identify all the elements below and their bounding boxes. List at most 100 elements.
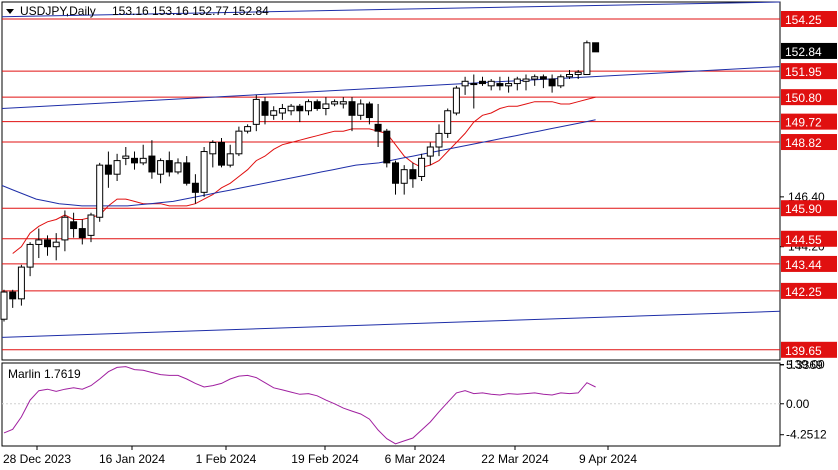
level-tag-label: 143.44	[785, 258, 822, 272]
candle-body	[270, 110, 278, 116]
candle-body	[148, 155, 156, 173]
candle-body	[452, 87, 460, 114]
level-tag	[781, 10, 837, 27]
candle-body	[9, 291, 17, 300]
candle-body	[200, 151, 208, 193]
x-tick-label: 22 Mar 2024	[481, 452, 549, 466]
candle-body	[209, 141, 217, 155]
candle-body	[183, 162, 191, 184]
level-tag-label: 142.25	[785, 285, 822, 299]
candle-body	[70, 221, 78, 230]
osc-tick-label: 5.3369	[786, 358, 823, 372]
candle-body	[339, 101, 347, 105]
candle-body	[566, 74, 573, 78]
candle-body	[444, 110, 452, 134]
level-tag-label: 151.95	[785, 65, 822, 79]
candle-body	[392, 162, 399, 184]
level-tag	[781, 341, 837, 358]
level-tag	[781, 89, 837, 106]
candle-body	[35, 239, 43, 245]
candle-body	[522, 78, 530, 82]
candle-body	[331, 101, 339, 105]
candle-body	[157, 160, 165, 175]
menu-triangle-icon[interactable]	[6, 9, 14, 14]
level-tag-label: 145.90	[785, 202, 822, 216]
candle-body	[548, 78, 556, 87]
candle-body	[113, 160, 121, 175]
candle-body	[470, 83, 478, 86]
level-tag	[781, 255, 837, 272]
candle-body	[435, 132, 443, 148]
channel-lower-line	[1, 310, 781, 338]
candle-body	[87, 214, 95, 236]
header-ohlc: 153.16 153.16 152.77 152.84	[112, 4, 269, 18]
level-tag	[781, 282, 837, 299]
candle-body	[96, 164, 104, 218]
candle-body	[104, 164, 112, 175]
candle-body	[165, 160, 173, 173]
x-tick-label: 9 Apr 2024	[579, 452, 637, 466]
candle-body	[235, 130, 243, 155]
header-symbol: USDJPY,Daily	[20, 4, 96, 18]
candle-body	[305, 101, 312, 112]
candle-body	[0, 291, 8, 320]
candle-body	[592, 42, 600, 53]
candle-body	[174, 162, 182, 173]
candle-body	[479, 80, 486, 85]
candle-body	[139, 157, 147, 164]
candle-body	[17, 266, 25, 300]
level-tag-label: 139.65	[785, 344, 822, 358]
candle-body	[374, 123, 382, 132]
candle-body	[487, 80, 495, 87]
candle-body	[400, 169, 408, 184]
current-price-tag	[781, 42, 837, 59]
candle-body	[418, 157, 426, 177]
oscillator-line	[3, 366, 596, 445]
candle-body	[357, 103, 365, 116]
candle-body	[52, 241, 60, 248]
candle-body	[261, 101, 269, 116]
candle-body	[383, 130, 391, 164]
x-tick-label: 28 Dec 2023	[3, 452, 71, 466]
candle-body	[409, 169, 417, 180]
candle-body	[131, 157, 138, 164]
candle-body	[505, 83, 513, 87]
indicator-name: Marlin 1.7619	[8, 367, 81, 381]
level-tag-label: 150.80	[785, 91, 822, 105]
osc-tick-label: -4.2512	[786, 428, 827, 442]
candle-body	[539, 76, 547, 80]
candle-body	[461, 80, 469, 87]
candle-body	[78, 228, 86, 239]
main-pane-frame	[1, 1, 781, 361]
candle-body	[252, 98, 260, 125]
x-tick-label: 19 Feb 2024	[291, 452, 359, 466]
level-tag	[781, 134, 837, 151]
x-tick-label: 16 Jan 2024	[99, 452, 165, 466]
ma-slow-line	[1, 119, 596, 207]
candle-body	[122, 155, 130, 159]
candle-body	[244, 126, 252, 132]
level-tag-label: 154.25	[785, 13, 822, 27]
candle-body	[296, 105, 304, 112]
candle-body	[218, 141, 225, 166]
current-price-label: 152.84	[785, 45, 822, 59]
level-tag-label: 148.82	[785, 136, 822, 150]
level-tag-label: 149.72	[785, 116, 822, 130]
level-tag	[781, 113, 837, 130]
oscillator-pane-frame	[1, 362, 781, 447]
channel-middle-line	[1, 66, 781, 109]
candle-body	[513, 78, 521, 85]
candle-body	[26, 243, 34, 268]
level-tag	[781, 200, 837, 217]
candle-body	[61, 216, 69, 241]
candle-body	[191, 182, 199, 193]
candle-body	[226, 153, 234, 166]
level-tag	[781, 63, 837, 80]
candle-body	[322, 103, 330, 109]
candle-body	[348, 101, 356, 116]
level-tag	[781, 230, 837, 247]
candle-body	[531, 76, 539, 80]
osc-tick-label: 0.00	[786, 397, 810, 411]
candle-body	[426, 146, 434, 157]
